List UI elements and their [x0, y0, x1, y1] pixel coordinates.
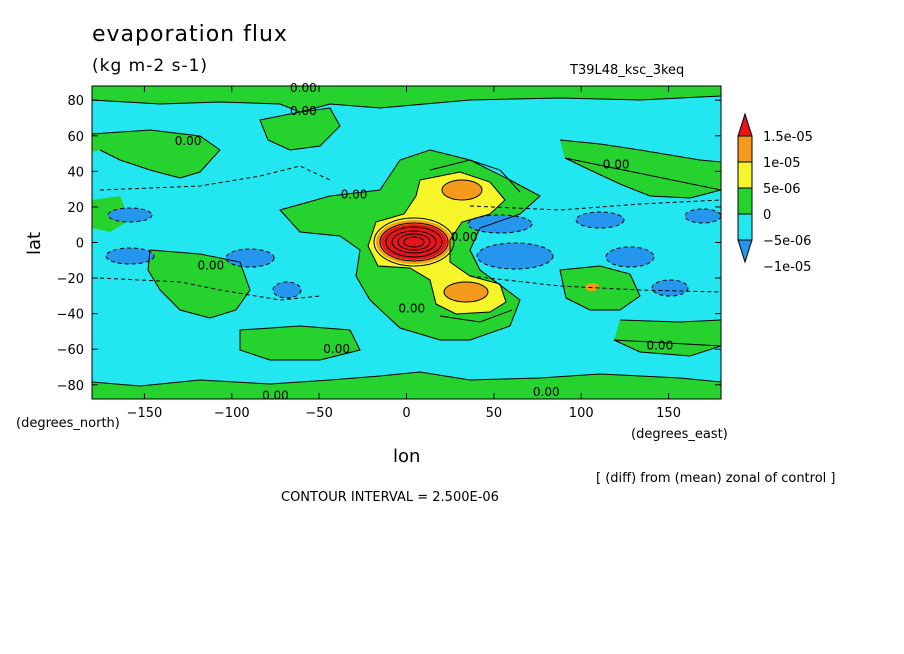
run-label: T39L48_ksc_3keq: [570, 63, 685, 78]
x-tick-label: −100: [214, 406, 250, 421]
x-tick-label: −50: [305, 406, 332, 421]
region-negative: [652, 280, 688, 296]
y-tick-label: 80: [67, 94, 84, 109]
region-negative: [477, 243, 553, 269]
y-tick-label: −40: [57, 308, 84, 323]
contour-label: 0.00: [603, 157, 630, 171]
y-unit-label: (degrees_north): [16, 416, 120, 431]
chart-units: (kg m-2 s-1): [92, 56, 209, 76]
contour-label: 0.00: [451, 230, 478, 244]
y-tick-label: −80: [57, 379, 84, 394]
contour-interval: CONTOUR INTERVAL = 2.500E-06: [281, 490, 499, 505]
y-tick-label: 60: [67, 130, 84, 145]
region-east-south: [614, 320, 721, 356]
region-negative: [108, 208, 152, 222]
chart-title: evaporation flux: [92, 22, 288, 47]
region-eurasia: [560, 140, 721, 198]
region-orange: [444, 282, 488, 302]
colorbar-label: −5e-06: [763, 234, 811, 249]
region-south-polar: [92, 372, 721, 399]
y-tick-label: 0: [76, 237, 84, 252]
colorbar-label: 1e-05: [763, 156, 801, 171]
contour-label: 0.00: [646, 339, 673, 353]
contour-label: 0.00: [533, 385, 560, 399]
contour-label: 0.00: [197, 259, 224, 273]
region-north-polar: [92, 86, 721, 112]
contour-label: 0.00: [323, 342, 350, 356]
contour-label: 0.00: [175, 134, 202, 148]
colorbar-segment: [737, 135, 753, 163]
x-tick-label: 100: [569, 406, 594, 421]
x-tick-label: 50: [486, 406, 503, 421]
colorbar-label: 0: [763, 208, 771, 223]
x-tick-label: 0: [402, 406, 410, 421]
x-tick-label: −150: [127, 406, 163, 421]
x-axis-label: lon: [393, 446, 421, 467]
region-negative: [226, 249, 274, 267]
region-negative: [576, 212, 624, 228]
region-south-america: [148, 250, 250, 318]
contour-label: 0.00: [290, 104, 317, 118]
region-negative: [106, 248, 154, 264]
contour-label: 0.00: [262, 388, 289, 402]
region-orange: [585, 283, 599, 291]
region-australia: [560, 266, 640, 310]
region-negative: [685, 209, 721, 223]
diff-note: [ (diff) from (mean) zonal of control ]: [596, 471, 836, 486]
y-tick-label: −60: [57, 343, 84, 358]
region-north-america: [92, 130, 220, 178]
region-greenland: [260, 108, 340, 150]
colorbar-label: 5e-06: [763, 182, 801, 197]
colorbar-label: 1.5e-05: [763, 130, 813, 145]
x-tick-label: 150: [656, 406, 681, 421]
region-negative: [273, 282, 301, 298]
y-tick-label: 40: [67, 165, 84, 180]
colorbar-segment: [737, 161, 753, 189]
y-tick-label: 20: [67, 201, 84, 216]
colorbar-bottom-arrow: [737, 239, 753, 264]
colorbar-segment: [737, 213, 753, 241]
region-negative: [606, 247, 654, 267]
region-pacific-south: [240, 326, 360, 360]
colorbar-segment: [737, 187, 753, 215]
y-tick-label: −20: [57, 272, 84, 287]
region-negative: [468, 215, 532, 233]
region-red-core: [381, 224, 447, 260]
y-axis-label: lat: [24, 231, 45, 255]
contour-label: 0.00: [341, 187, 368, 201]
colorbar-label: −1e-05: [763, 260, 811, 275]
contour-label: 0.00: [290, 81, 317, 95]
region-orange: [442, 180, 482, 200]
colorbar-top-arrow: [737, 112, 753, 137]
contour-label: 0.00: [398, 301, 425, 315]
x-unit-label: (degrees_east): [631, 427, 728, 442]
